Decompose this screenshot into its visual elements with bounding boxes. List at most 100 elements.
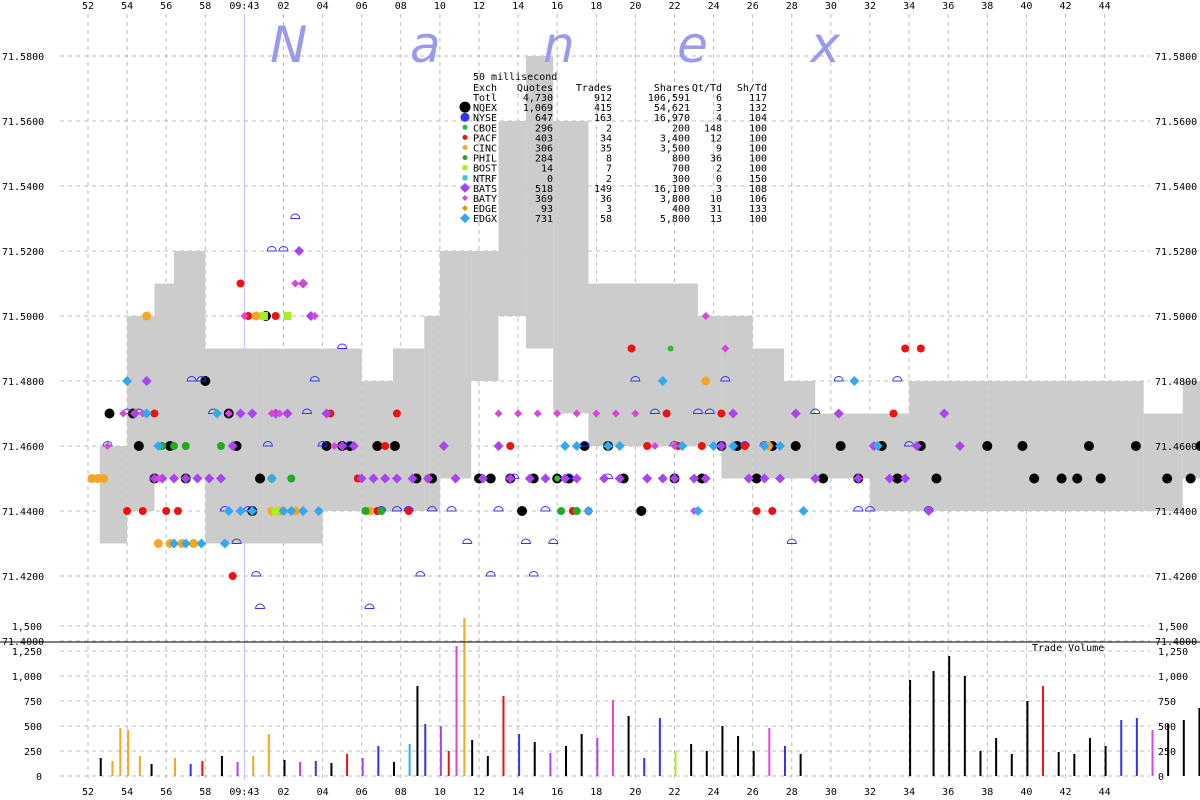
volume-bar [392,762,395,776]
time-axis-bottom-label: 38 [981,787,993,798]
quote-edgx [169,538,180,549]
quote-bats [337,441,348,451]
legend-cell-trades: 34 [600,133,612,144]
quote-nyse [520,538,531,544]
volume-bar [1151,730,1154,776]
quote-pacf [271,312,280,320]
nbbo-range-segment [635,283,698,446]
quote-baty [701,312,710,320]
quote-cinc [701,376,711,386]
nbbo-range-segment [174,251,206,479]
nbbo-range-segment [471,251,499,381]
quote-phil [287,474,296,483]
price-axis-right-label: 71.5200 [1155,247,1197,258]
nbbo-range-segment [752,348,784,479]
quote-bats [141,376,152,386]
quote-baty [611,409,620,418]
legend-header-sh: Sh/Td [737,83,767,94]
price-axis-right-label: 71.4200 [1155,572,1197,583]
quote-baty [514,409,523,418]
quote-edgx [798,506,809,516]
quote-nyse [692,408,703,414]
quote-bats [599,473,610,484]
nbbo-range-segment [870,413,910,511]
quote-nqex [982,441,993,451]
quote-nqex [389,441,400,451]
time-axis-top-label: 22 [668,1,680,12]
volume-bar [909,680,912,776]
quote-pacf [662,409,671,418]
quote-nyse [102,441,113,447]
volume-bar [611,700,614,776]
quote-nqex [1083,441,1094,451]
quote-edgx [235,506,246,516]
nbbo-range-segment [588,283,636,446]
quote-edgx [571,441,582,451]
quote-bats [810,473,821,484]
nbbo-range-segment [439,251,472,479]
volume-bar [932,671,935,776]
legend-cell-qt: 148 [704,123,722,134]
legend-cell-sh: 117 [749,93,767,104]
quote-baty [310,312,319,320]
quote-pacf [627,344,636,353]
legend-cell-sh: 106 [749,194,767,205]
nbbo-range-segment [99,446,128,544]
quote-pacf [162,507,171,515]
quote-bats [669,473,680,484]
legend-cell-shares: 3,800 [660,194,690,205]
quote-nyse [579,441,590,447]
quote-edgx [278,506,289,516]
quote-edgx [603,441,614,451]
legend-cell-trades: 8 [606,154,612,165]
volume-axis-left-label: 500 [24,722,42,733]
quote-nyse [720,376,731,382]
time-axis-bottom-label: 32 [864,787,876,798]
volume-bar [267,734,270,776]
volume-bar [1057,752,1060,776]
time-axis-top-label: 16 [551,1,563,12]
quote-edgx [872,441,883,451]
legend-cell-exch: PACF [473,133,497,144]
quote-bats [294,246,305,256]
quote-bats [180,473,191,484]
quote-pacf [740,442,749,450]
quote-edgx [583,506,594,516]
legend-cell-sh: 100 [749,214,767,225]
time-axis-top-label: 40 [1020,1,1032,12]
legend-cell-shares: 16,100 [654,184,690,195]
legend-cell-trades: 149 [594,184,612,195]
time-axis-bottom-label: 09:43 [229,787,259,798]
legend-cell-quotes: 296 [535,123,553,134]
nbbo-range-segment [553,121,589,414]
quote-nyse [266,246,277,252]
quote-baty [224,409,233,418]
quote-pacf [889,409,898,418]
quote-bats [884,473,895,484]
quote-bats [954,441,965,451]
quote-bats [407,473,418,484]
volume-bar [111,761,114,776]
volume-axis-right-label: 1,250 [1158,647,1188,658]
legend-cell-exch: NQEX [473,103,497,114]
quote-nqex [255,473,266,484]
quote-baty [572,409,581,418]
quote-bats [716,441,727,451]
legend-cell-sh: 100 [749,154,767,165]
quote-nqex [1029,473,1040,484]
volume-bar [643,758,646,776]
quote-bats [477,473,488,484]
legend-cell-qt: 2 [716,164,722,175]
legend-cell-trades: 912 [594,93,612,104]
legend-icon-nyse [460,112,470,122]
nbbo-range-segment [783,381,816,479]
quote-nyse [540,506,551,512]
legend-cell-sh: 108 [749,184,767,195]
quote-pacf [506,442,515,450]
price-axis-right-label: 71.5400 [1155,182,1197,193]
time-axis-top-label: 06 [356,1,368,12]
volume-bar [486,756,489,776]
time-axis-bottom-label: 28 [786,787,798,798]
legend-cell-shares: 5,800 [660,214,690,225]
quote-baty [103,442,112,450]
